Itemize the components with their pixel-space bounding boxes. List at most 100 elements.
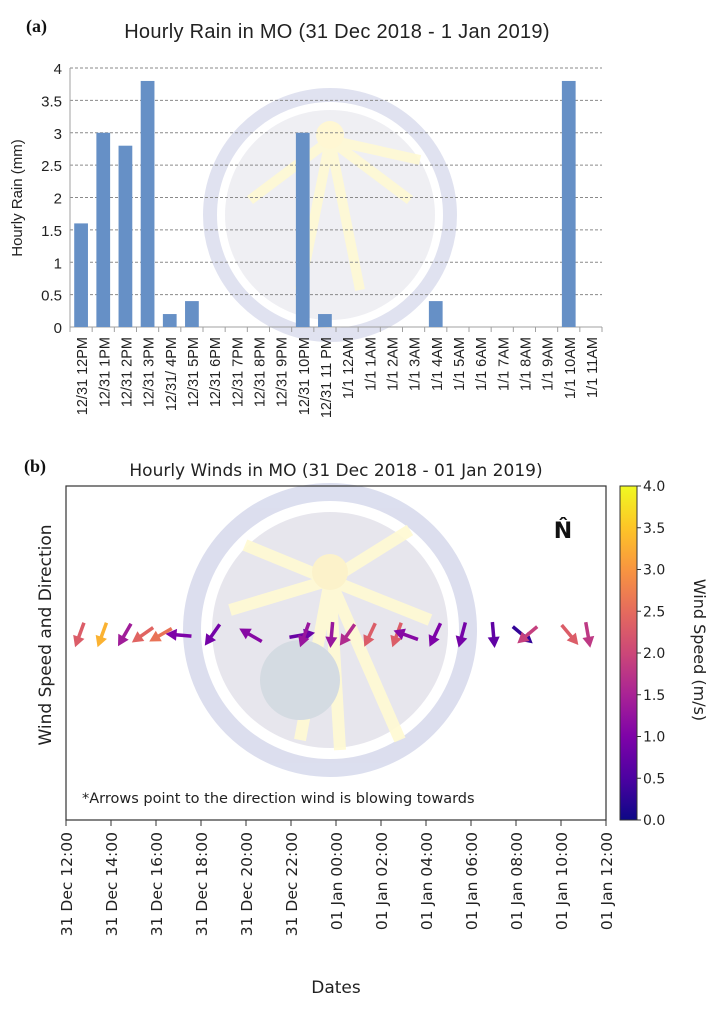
rain-bar [561, 80, 576, 327]
wind-arrow-head [517, 631, 530, 644]
wind-arrow-head [165, 628, 178, 641]
x-tick-label: 1/1 2AM [385, 337, 401, 391]
wind-arrow [95, 622, 109, 648]
colorbar-tick-label: 0.5 [643, 771, 665, 787]
x-tick-label: 1/1 10AM [563, 337, 579, 399]
wind-arrow-head [73, 634, 85, 648]
x-tick-label: 1/1 6AM [474, 337, 490, 391]
x-tick-label: 01 Jan 00:00 [328, 832, 346, 930]
wind-arrow [428, 622, 443, 647]
x-tick-label: 01 Jan 10:00 [553, 832, 571, 930]
wind-arrow [393, 628, 419, 642]
rain-bar [428, 301, 443, 327]
panel-label-a: (a) [26, 16, 47, 36]
colorbar-tick-label: 2.0 [643, 646, 665, 662]
x-tick-label: 12/31 11 PM [319, 337, 335, 418]
x-tick-label: 31 Dec 22:00 [283, 832, 301, 936]
x-tick-label: 01 Jan 04:00 [418, 832, 436, 930]
chart-a-ylabel: Hourly Rain (mm) [9, 139, 26, 257]
wind-arrow [131, 626, 155, 643]
x-tick-label: 1/1 5AM [452, 337, 468, 391]
y-tick-label: 1 [54, 255, 62, 272]
y-tick-label: 3.5 [41, 93, 62, 110]
wind-arrow-head [455, 635, 468, 648]
x-tick-label: 12/31 3PM [142, 337, 158, 407]
y-tick-label: 4 [54, 61, 62, 78]
y-tick-label: 0.5 [41, 288, 62, 305]
wind-arrow [204, 623, 222, 646]
rain-bar [162, 314, 177, 327]
wind-arrow [487, 621, 500, 648]
panel-label-b: (b) [24, 456, 46, 476]
wind-arrow-head [393, 628, 406, 640]
chart-b-title: Hourly Winds in MO (31 Dec 2018 - 01 Jan… [129, 461, 542, 481]
wind-arrow [149, 626, 173, 642]
colorbar-tick-label: 1.0 [643, 730, 665, 746]
north-marker: N̂ [554, 518, 572, 544]
y-tick-label: 1.5 [41, 223, 62, 240]
wind-arrow-head [239, 628, 252, 640]
colorbar-tick-label: 1.5 [643, 688, 665, 704]
x-tick-label: 12/31 6PM [208, 337, 224, 407]
wind-arrow [165, 628, 192, 641]
wind-arrow-head [363, 634, 375, 647]
x-tick-label: 12/31/ 4PM [164, 337, 180, 411]
wind-arrow-head [339, 633, 352, 646]
watermark-seal [183, 483, 477, 777]
x-tick-label: 1/1 1AM [363, 337, 379, 391]
x-tick-label: 1/1 8AM [518, 337, 534, 391]
x-tick-label: 31 Dec 12:00 [58, 832, 76, 936]
rain-bar-chart: 0 0.5 1 1.5 2 2.5 3 3.5 4 12/31 12PM 12/31 1PM 12/3… [9, 21, 603, 418]
colorbar-tick-label: 4.0 [643, 479, 665, 495]
chart-a-title: Hourly Rain in MO (31 Dec 2018 - 1 Jan 2… [124, 21, 550, 43]
wind-arrow-head [487, 636, 500, 648]
x-tick-label: 01 Jan 08:00 [508, 832, 526, 930]
x-tick-label: 31 Dec 18:00 [193, 832, 211, 936]
x-tick-label: 1/1 4AM [430, 337, 446, 391]
x-tick-label: 01 Jan 02:00 [373, 832, 391, 930]
wind-arrow-head [428, 634, 440, 647]
colorbar-tick-label: 2.5 [643, 604, 665, 620]
x-tick-label: 12/31 9PM [275, 337, 291, 407]
rain-bar [295, 132, 310, 327]
wind-arrow-head [298, 634, 310, 648]
y-tick-label: 0 [54, 320, 62, 337]
colorbar-label: Wind Speed (m/s) [690, 579, 709, 721]
wind-arrow-head [566, 632, 579, 645]
x-tick-label: 01 Jan 12:00 [598, 832, 616, 930]
wind-arrow [560, 623, 579, 645]
wind-arrow [73, 622, 86, 648]
chart-b-ylabel: Wind Speed and Direction [36, 524, 56, 745]
rain-bar [185, 301, 199, 327]
x-tick-label: 12/31 8PM [252, 337, 268, 407]
wind-arrow-head [390, 634, 402, 648]
x-tick-label: 1/1 7AM [496, 337, 512, 391]
wind-arrow [325, 621, 338, 648]
x-tick-label: 1/1 12AM [341, 337, 357, 399]
wind-arrow [455, 621, 468, 648]
x-tick-label: 12/31 5PM [186, 337, 202, 407]
wind-arrow [298, 622, 311, 648]
rain-bar [140, 80, 155, 327]
wind-arrow [239, 628, 263, 644]
x-tick-label: 12/31 12PM [75, 337, 91, 415]
x-tick-label: 12/31 10PM [297, 337, 313, 415]
colorbar-tick-label: 3.5 [643, 521, 665, 537]
wind-arrow-head [131, 631, 145, 643]
x-tick-label: 12/31 1PM [97, 337, 113, 407]
watermark-seal [203, 88, 457, 342]
colorbar-tick-label: 3.0 [643, 563, 665, 579]
rain-bar [118, 145, 133, 327]
wind-arrow [339, 623, 357, 646]
wind-arrow-head [95, 634, 107, 648]
wind-arrow [517, 625, 539, 644]
x-tick-label: 1/1 3AM [408, 337, 424, 391]
wind-arrow [118, 622, 133, 647]
wind-arrow-head [204, 633, 217, 646]
rain-bar [318, 314, 332, 327]
rain-bar [74, 223, 88, 327]
wind-arrow-head [582, 635, 595, 648]
wind-annotation: *Arrows point to the direction wind is b… [82, 791, 475, 807]
x-tick-label: 31 Dec 14:00 [103, 832, 121, 936]
y-tick-label: 2 [54, 191, 62, 208]
